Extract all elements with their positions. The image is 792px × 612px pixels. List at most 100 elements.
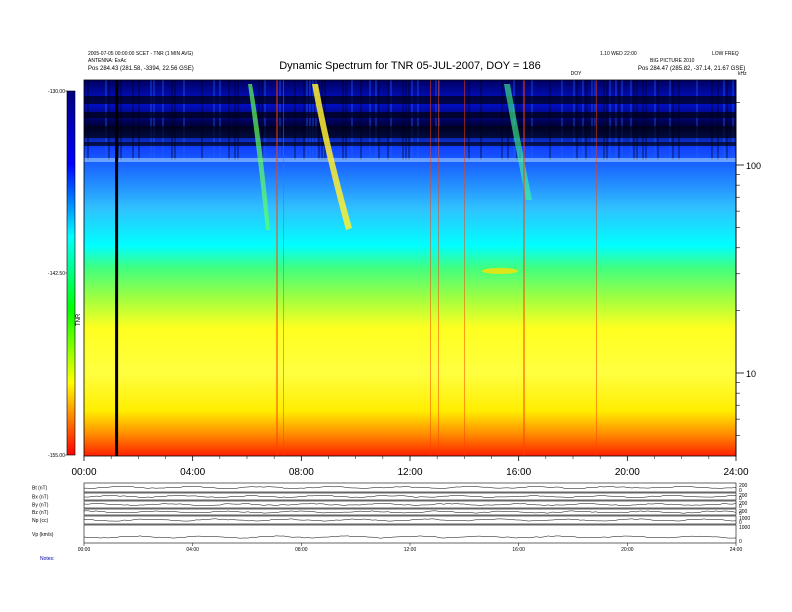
y-tick-label: 100 — [746, 161, 761, 171]
lower-panel-frame — [83, 500, 737, 509]
lower-panel-right-tick: 200 — [739, 509, 748, 515]
texture-stripe — [591, 80, 593, 160]
texture-stripe — [351, 80, 353, 160]
header-right-line2: LOW FREQ — [712, 51, 739, 57]
texture-stripe — [345, 80, 347, 160]
texture-stripe — [264, 80, 266, 160]
texture-stripe — [417, 80, 419, 160]
texture-stripe — [576, 80, 578, 160]
interference-line — [464, 80, 465, 456]
lower-panel-right-tick: 0 — [739, 511, 742, 517]
texture-stripe — [585, 80, 587, 160]
texture-stripe — [390, 80, 392, 160]
lower-panel-label: By (nT) — [32, 503, 49, 509]
lower-x-tick-label: 00:00 — [78, 547, 91, 553]
spectrogram-features — [248, 80, 597, 456]
spectrogram-texture — [84, 80, 736, 162]
x-tick-label: 12:00 — [397, 467, 422, 478]
header-left-pos: Pos 284.43 (281.58, -3394, 22.56 GSE) — [88, 66, 194, 72]
colorbar — [67, 91, 75, 455]
texture-stripe — [171, 80, 173, 160]
radio-burst — [248, 84, 270, 230]
header-right-line3: BIG PICTURE 2010 — [650, 58, 695, 64]
texture-stripe — [594, 80, 596, 160]
texture-stripe — [582, 80, 584, 160]
texture-stripe — [387, 80, 389, 160]
texture-stripe — [402, 80, 404, 160]
texture-stripe — [150, 80, 152, 160]
texture-stripe — [618, 80, 620, 160]
lower-panel-right-tick: 0 — [739, 496, 742, 502]
lower-panel-label: Bx (nT) — [32, 495, 49, 501]
lower-panel-frame — [83, 492, 737, 501]
footer-notes: Notes: — [40, 556, 54, 562]
texture-stripe — [480, 80, 482, 160]
lower-panel-right-tick: 0 — [739, 520, 742, 526]
lower-panel-label: Np (cc) — [32, 518, 48, 524]
texture-stripe — [201, 80, 203, 160]
dark-band — [84, 96, 736, 104]
texture-stripe — [723, 80, 725, 160]
dark-band — [84, 112, 736, 118]
texture-stripe — [717, 80, 719, 160]
colorbar-label: TNR — [76, 313, 82, 326]
y-unit-label: kHz — [738, 71, 747, 77]
texture-stripe — [645, 80, 647, 160]
texture-stripe — [105, 80, 107, 160]
lower-panel-right-tick: 0 — [739, 539, 742, 545]
lower-panel-right-tick: 1000 — [739, 525, 750, 531]
header-center-label: DOY — [571, 71, 583, 77]
lower-panel-trace — [83, 510, 737, 514]
texture-stripe — [306, 80, 308, 160]
texture-stripe — [609, 80, 611, 160]
texture-stripe — [279, 80, 281, 160]
texture-stripe — [732, 80, 734, 160]
texture-stripe — [378, 80, 380, 160]
texture-stripe — [369, 80, 371, 160]
texture-stripe — [228, 80, 230, 160]
interference-line — [438, 80, 439, 456]
texture-stripe — [318, 80, 320, 160]
lower-x-tick-label: 16:00 — [512, 547, 525, 553]
texture-stripe — [669, 80, 671, 160]
colorbar-tick-label: -142.50 — [48, 271, 65, 277]
texture-stripe — [183, 80, 185, 160]
texture-stripe — [108, 80, 110, 160]
lower-panel-right-tick: 0 — [739, 488, 742, 494]
texture-stripe — [132, 80, 134, 160]
lower-panel-trace — [83, 494, 737, 498]
texture-stripe — [435, 80, 437, 160]
texture-stripe — [342, 80, 344, 160]
colorbar-ticks: -130.00 -142.50 -155.00 — [48, 89, 67, 459]
texture-stripe — [294, 80, 296, 160]
header-left-line1: 2005-07-05 00:00:00 SCET - TNR (1 MIN AV… — [88, 51, 193, 57]
texture-stripe — [360, 80, 362, 160]
texture-stripe — [654, 80, 656, 160]
texture-stripe — [303, 80, 305, 160]
dark-band — [84, 126, 736, 138]
texture-stripe — [315, 80, 317, 160]
texture-stripe — [519, 80, 521, 160]
lower-panel-trace — [83, 535, 737, 539]
header-right-line1: 1.10 WED 22:00 — [600, 51, 637, 57]
texture-stripe — [501, 80, 503, 160]
lower-x-axis: 00:00 04:00 08:00 12:00 16:00 20:00 24:00 — [78, 543, 742, 553]
lower-panel-right-tick: 1000 — [739, 516, 750, 522]
texture-stripe — [405, 80, 407, 160]
chart-title: Dynamic Spectrum for TNR 05-JUL-2007, DO… — [279, 60, 541, 72]
emission-patch — [482, 268, 518, 274]
interference-line — [283, 80, 284, 456]
texture-stripe — [375, 80, 377, 160]
texture-stripe — [213, 80, 215, 160]
texture-stripe — [573, 80, 575, 160]
texture-stripe — [219, 80, 221, 160]
texture-stripe — [678, 80, 680, 160]
texture-stripe — [237, 80, 239, 160]
colorbar-tick-label: -130.00 — [48, 89, 65, 95]
lower-x-tick-label: 08:00 — [295, 547, 308, 553]
texture-stripe — [516, 80, 518, 160]
spectrogram — [83, 79, 737, 457]
texture-stripe — [411, 80, 413, 160]
lower-panel-right-tick: 200 — [739, 501, 748, 507]
